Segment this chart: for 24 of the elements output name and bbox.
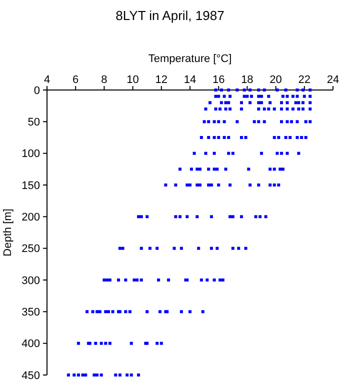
x-tick-label: 16 xyxy=(212,74,225,86)
x-tick-label: 4 xyxy=(44,74,50,86)
y-tick-label: 200 xyxy=(22,212,40,224)
x-tick-label: 12 xyxy=(155,74,168,86)
y-axis-title: Depth [m] xyxy=(2,208,14,256)
x-tick-label: 18 xyxy=(241,74,254,86)
y-tick-label: 250 xyxy=(22,243,40,256)
y-tick-label: 400 xyxy=(22,338,40,350)
x-tick-label: 10 xyxy=(126,74,139,86)
x-tick-label: 6 xyxy=(72,74,79,86)
x-tick-label: 14 xyxy=(184,74,196,86)
y-tick-label: 50 xyxy=(28,116,40,129)
x-tick-label: 24 xyxy=(326,74,340,86)
x-axis-title: Temperature [°C] xyxy=(148,53,232,65)
y-tick-label: 100 xyxy=(22,148,40,160)
y-tick-label: 450 xyxy=(22,370,40,382)
y-tick-label: 350 xyxy=(22,306,40,319)
x-tick-label: 22 xyxy=(298,74,311,86)
y-tick-label: 0 xyxy=(34,84,40,97)
y-tick-label: 300 xyxy=(22,274,40,287)
y-tick-label: 150 xyxy=(22,180,40,192)
x-tick-label: 8 xyxy=(101,74,108,86)
x-tick-label: 20 xyxy=(270,74,282,86)
chart-title: 8LYT in April, 1987 xyxy=(116,8,224,23)
